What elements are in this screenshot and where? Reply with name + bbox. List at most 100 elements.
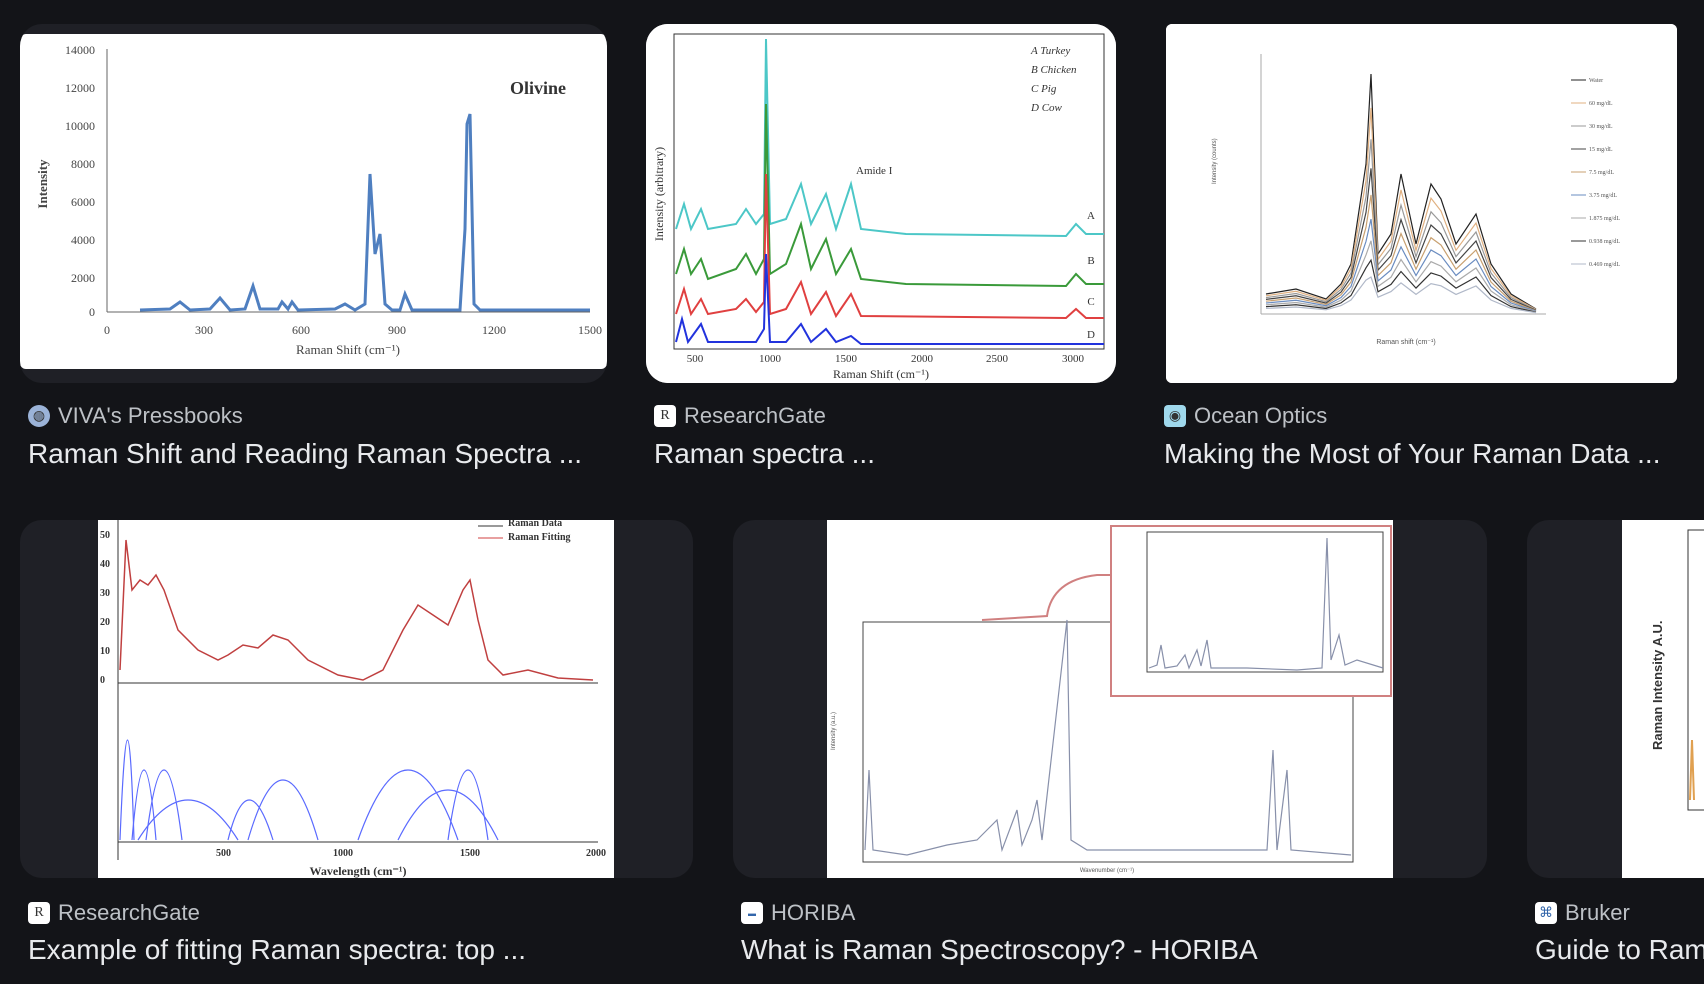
result-thumbnail[interactable]: Raman Intensity A.U. xyxy=(1622,520,1704,878)
x-tick: 500 xyxy=(687,353,704,365)
spectrum-b xyxy=(675,103,1104,288)
result-source[interactable]: R ResearchGate xyxy=(28,900,200,926)
inset-spectrum xyxy=(1148,537,1384,671)
glucose-spectra-image: Intensity (counts) Raman shift (cm⁻¹) Wa… xyxy=(1212,54,1620,346)
x-axis-label: Raman shift (cm⁻¹) xyxy=(1376,339,1435,346)
spectrum-c xyxy=(675,173,1104,320)
spectrum-line xyxy=(1265,258,1537,313)
result-card-ocean-optics[interactable]: Intensity (counts) Raman shift (cm⁻¹) Wa… xyxy=(1166,24,1677,383)
result-card-researchgate-2[interactable]: Raman Data Raman Fitting 500 1000 1500 2… xyxy=(20,520,693,878)
x-tick: 1500 xyxy=(460,848,480,859)
result-source[interactable]: ◉ Ocean Optics xyxy=(1164,403,1327,429)
result-title[interactable]: Raman Shift and Reading Raman Spectra ..… xyxy=(28,438,583,469)
y-tick: 40 xyxy=(100,559,110,570)
x-axis-label: Raman Shift (cm⁻¹) xyxy=(296,342,400,357)
curve-label: A xyxy=(1087,210,1095,222)
y-tick: 6000 xyxy=(71,195,95,209)
x-tick: 1500 xyxy=(578,323,602,337)
spectrum-line xyxy=(1265,168,1537,311)
y-tick: 0 xyxy=(100,675,105,686)
result-source[interactable]: ⌘ Bruker xyxy=(1535,900,1630,926)
ocean-optics-icon: ◉ xyxy=(1164,405,1186,427)
x-tick: 500 xyxy=(216,848,231,859)
spectrum-d xyxy=(675,253,1104,345)
result-card-viva[interactable]: 14000 12000 10000 8000 6000 4000 2000 0 … xyxy=(20,24,607,383)
result-thumbnail[interactable]: 14000 12000 10000 8000 6000 4000 2000 0 … xyxy=(20,34,607,369)
y-tick: 10 xyxy=(100,646,110,657)
result-title[interactable]: Raman spectra ... xyxy=(654,438,875,469)
x-tick: 2000 xyxy=(911,353,934,365)
result-title[interactable]: Guide to Raman Spectroscopy xyxy=(1535,934,1704,965)
result-card-bruker[interactable]: Raman Intensity A.U. xyxy=(1527,520,1704,878)
annotation: Amide I xyxy=(856,165,893,177)
y-axis-label: Raman Intensity A.U. xyxy=(1650,620,1665,750)
x-tick: 0 xyxy=(104,323,110,337)
legend-item: 60 mg/dL xyxy=(1589,101,1613,107)
result-thumbnail[interactable]: A Turkey B Chicken C Pig D Cow Amide I 5… xyxy=(646,24,1116,383)
result-source[interactable]: ◍ VIVA's Pressbooks xyxy=(28,403,243,429)
result-title[interactable]: Example of fitting Raman spectra: top ..… xyxy=(28,934,527,965)
legend-item: Raman Data xyxy=(508,520,562,529)
spectrum-line xyxy=(1265,218,1537,312)
x-tick: 600 xyxy=(292,323,310,337)
result-card-researchgate-1[interactable]: A Turkey B Chicken C Pig D Cow Amide I 5… xyxy=(646,24,1116,383)
y-axis-label: Intensity xyxy=(35,159,50,209)
x-tick: 3000 xyxy=(1062,353,1085,365)
result-title[interactable]: What is Raman Spectroscopy? - HORIBA xyxy=(741,934,1258,965)
x-tick: 900 xyxy=(388,323,406,337)
spectrum-line xyxy=(1265,107,1537,310)
result-thumbnail[interactable]: Wavenumber (cm⁻¹) Intensity (a.u.) xyxy=(827,520,1393,878)
curve-label: D xyxy=(1087,329,1095,341)
y-axis-label: Intensity (a.u.) xyxy=(831,712,837,750)
legend-item: 0.938 mg/dL xyxy=(1589,239,1620,245)
y-tick: 8000 xyxy=(71,157,95,171)
x-tick: 2000 xyxy=(586,848,606,859)
spectrum-line xyxy=(1265,194,1537,312)
bruker-spectrum-image: Raman Intensity A.U. xyxy=(1650,529,1704,811)
spectrum-line xyxy=(139,113,590,312)
olivine-spectrum-image: 14000 12000 10000 8000 6000 4000 2000 0 … xyxy=(35,43,602,357)
spectrum-a xyxy=(675,38,1104,238)
result-thumbnail[interactable]: Intensity (counts) Raman shift (cm⁻¹) Wa… xyxy=(1166,24,1677,383)
x-tick: 300 xyxy=(195,323,213,337)
spectrum-line xyxy=(1265,139,1537,311)
source-name: Bruker xyxy=(1565,900,1630,925)
x-axis-label: Wavelength (cm⁻¹) xyxy=(310,864,407,878)
horiba-icon: ▬ xyxy=(741,902,763,924)
x-axis-label: Wavenumber (cm⁻¹) xyxy=(1080,868,1134,874)
y-tick: 50 xyxy=(100,530,110,541)
legend-item: D Cow xyxy=(1030,102,1063,114)
fit-components xyxy=(119,739,499,841)
legend-item: 0.469 mg/dL xyxy=(1589,262,1620,268)
result-title[interactable]: Making the Most of Your Raman Data ... xyxy=(1164,438,1661,469)
spectrum-line xyxy=(1265,240,1537,313)
fitted-spectrum xyxy=(119,539,594,681)
y-tick: 4000 xyxy=(71,233,95,247)
x-tick: 1000 xyxy=(333,848,353,859)
mineral-label: Olivine xyxy=(510,78,566,98)
result-source[interactable]: R ResearchGate xyxy=(654,403,826,429)
y-tick: 20 xyxy=(100,617,110,628)
bruker-icon: ⌘ xyxy=(1535,902,1557,924)
source-name: HORIBA xyxy=(771,900,856,925)
main-spectrum xyxy=(864,619,1352,856)
legend-item: 7.5 mg/dL xyxy=(1589,170,1614,176)
legend-item: Raman Fitting xyxy=(508,532,571,543)
result-thumbnail[interactable]: Raman Data Raman Fitting 500 1000 1500 2… xyxy=(98,520,614,878)
raman-fitting-image: Raman Data Raman Fitting 500 1000 1500 2… xyxy=(100,520,606,878)
globe-icon: ◍ xyxy=(28,405,50,427)
result-source[interactable]: ▬ HORIBA xyxy=(741,900,855,926)
y-tick: 30 xyxy=(100,588,110,599)
spectrum-line xyxy=(1689,739,1695,801)
y-tick: 12000 xyxy=(65,81,95,95)
result-card-horiba[interactable]: Wavenumber (cm⁻¹) Intensity (a.u.) xyxy=(733,520,1487,878)
source-name: VIVA's Pressbooks xyxy=(58,403,243,428)
legend-item: 15 mg/dL xyxy=(1589,147,1613,153)
y-tick: 2000 xyxy=(71,271,95,285)
x-tick: 1200 xyxy=(482,323,506,337)
legend-item: Water xyxy=(1589,78,1603,84)
legend-item: C Pig xyxy=(1031,83,1057,95)
y-tick: 14000 xyxy=(65,43,95,57)
horiba-spectrum-image: Wavenumber (cm⁻¹) Intensity (a.u.) xyxy=(831,525,1392,874)
legend-item: B Chicken xyxy=(1031,64,1077,76)
